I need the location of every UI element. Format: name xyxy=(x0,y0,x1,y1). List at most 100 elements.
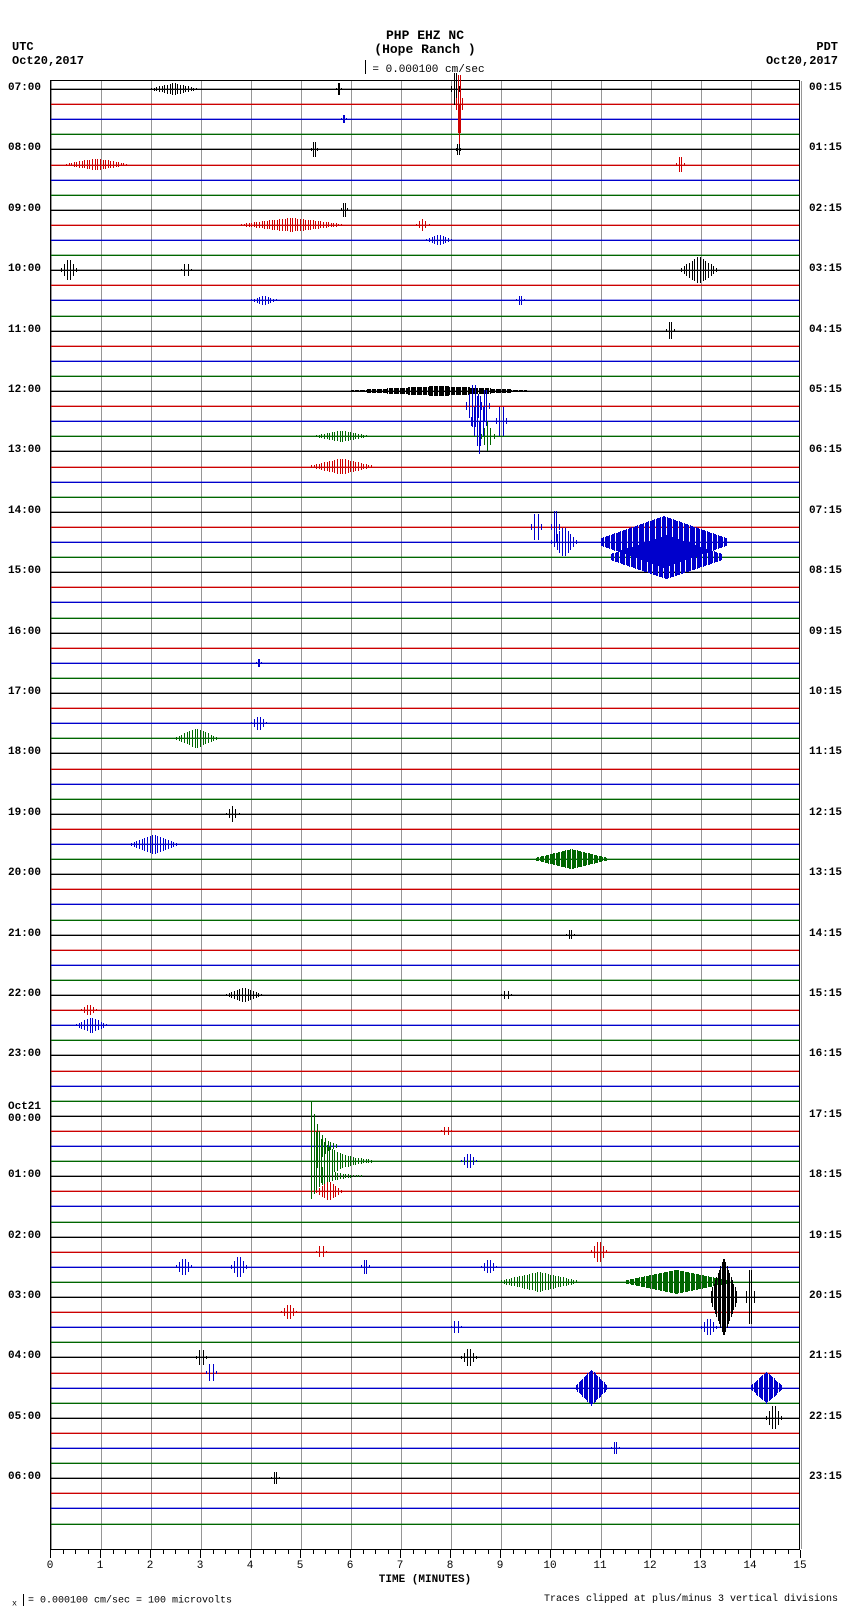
x-tick-label: 13 xyxy=(693,1560,706,1572)
local-time-label: 17:15 xyxy=(809,1109,842,1121)
x-tick-label: 6 xyxy=(347,1560,354,1572)
trace-row xyxy=(51,119,799,120)
x-tick-label: 15 xyxy=(793,1560,806,1572)
trace-row xyxy=(51,436,799,437)
trace-row xyxy=(51,240,799,241)
trace-row xyxy=(51,1161,799,1162)
local-time-label: 10:15 xyxy=(809,686,842,698)
trace-row xyxy=(51,1433,799,1434)
trace-row xyxy=(51,829,799,830)
local-time-label: 16:15 xyxy=(809,1048,842,1060)
trace-row xyxy=(51,678,799,679)
trace-row xyxy=(51,663,799,664)
trace-row xyxy=(51,723,799,724)
trace-row xyxy=(51,1357,799,1358)
trace-row xyxy=(51,1222,799,1223)
utc-time-label: 19:00 xyxy=(8,807,41,819)
local-time-label: 12:15 xyxy=(809,807,842,819)
trace-row xyxy=(51,165,799,166)
x-axis: TIME (MINUTES) 0123456789101112131415 xyxy=(50,1550,800,1590)
trace-row xyxy=(51,285,799,286)
utc-time-label: 00:00 xyxy=(8,1113,41,1125)
trace-row xyxy=(51,1342,799,1343)
trace-row xyxy=(51,421,799,422)
date-right: Oct20,2017 xyxy=(766,54,838,68)
trace-row xyxy=(51,180,799,181)
local-time-label: 02:15 xyxy=(809,203,842,215)
utc-time-label: 04:00 xyxy=(8,1350,41,1362)
trace-row xyxy=(51,753,799,754)
local-time-label: 14:15 xyxy=(809,928,842,940)
footer-scale: x = 0.000100 cm/sec = 100 microvolts xyxy=(12,1594,232,1609)
trace-row xyxy=(51,1131,799,1132)
trace-row xyxy=(51,1071,799,1072)
trace-row xyxy=(51,1237,799,1238)
x-tick-label: 3 xyxy=(197,1560,204,1572)
trace-row xyxy=(51,814,799,815)
local-time-label: 04:15 xyxy=(809,324,842,336)
trace-row xyxy=(51,738,799,739)
utc-time-label: 22:00 xyxy=(8,988,41,1000)
timezone-left: UTC xyxy=(12,40,34,54)
local-time-label: 11:15 xyxy=(809,746,842,758)
trace-row xyxy=(51,1010,799,1011)
utc-time-label: 07:00 xyxy=(8,82,41,94)
local-time-label: 01:15 xyxy=(809,142,842,154)
x-tick-label: 8 xyxy=(447,1560,454,1572)
trace-row xyxy=(51,1055,799,1056)
trace-row xyxy=(51,935,799,936)
local-time-label: 19:15 xyxy=(809,1230,842,1242)
x-axis-label: TIME (MINUTES) xyxy=(50,1574,800,1586)
local-time-label: 07:15 xyxy=(809,505,842,517)
utc-time-label: 03:00 xyxy=(8,1290,41,1302)
footer-clip-note: Traces clipped at plus/minus 3 vertical … xyxy=(544,1594,838,1609)
trace-row xyxy=(51,1025,799,1026)
trace-row xyxy=(51,859,799,860)
utc-time-label: 15:00 xyxy=(8,565,41,577)
local-time-label: 03:15 xyxy=(809,263,842,275)
utc-time-label: 21:00 xyxy=(8,928,41,940)
x-tick-label: 12 xyxy=(643,1560,656,1572)
trace-row xyxy=(51,648,799,649)
trace-row xyxy=(51,300,799,301)
trace-row xyxy=(51,1312,799,1313)
trace-row xyxy=(51,1493,799,1494)
trace-row xyxy=(51,1252,799,1253)
trace-row xyxy=(51,572,799,573)
trace-row xyxy=(51,799,799,800)
local-time-label: 08:15 xyxy=(809,565,842,577)
trace-row xyxy=(51,920,799,921)
trace-row xyxy=(51,1191,799,1192)
trace-row xyxy=(51,210,799,211)
trace-row xyxy=(51,950,799,951)
trace-row xyxy=(51,965,799,966)
x-tick-label: 4 xyxy=(247,1560,254,1572)
trace-row xyxy=(51,467,799,468)
x-tick-label: 2 xyxy=(147,1560,154,1572)
utc-time-label: 05:00 xyxy=(8,1411,41,1423)
local-time-label: 18:15 xyxy=(809,1169,842,1181)
local-time-label: 22:15 xyxy=(809,1411,842,1423)
utc-time-label: 08:00 xyxy=(8,142,41,154)
trace-row xyxy=(51,1086,799,1087)
local-time-label: 20:15 xyxy=(809,1290,842,1302)
trace-row xyxy=(51,134,799,135)
timezone-right: PDT xyxy=(816,40,838,54)
trace-row xyxy=(51,602,799,603)
local-time-label: 09:15 xyxy=(809,626,842,638)
station-name: (Hope Ranch ) xyxy=(0,42,850,57)
utc-time-label: 11:00 xyxy=(8,324,41,336)
utc-time-label: 14:00 xyxy=(8,505,41,517)
trace-row xyxy=(51,1418,799,1419)
x-tick-label: 10 xyxy=(543,1560,556,1572)
scale-marker: = 0.000100 cm/sec xyxy=(0,62,850,76)
utc-time-label: 18:00 xyxy=(8,746,41,758)
x-tick-label: 5 xyxy=(297,1560,304,1572)
trace-row xyxy=(51,1478,799,1479)
trace-row xyxy=(51,618,799,619)
trace-row xyxy=(51,255,799,256)
trace-row xyxy=(51,1463,799,1464)
trace-row xyxy=(51,1146,799,1147)
trace-row xyxy=(51,316,799,317)
utc-time-label: 12:00 xyxy=(8,384,41,396)
